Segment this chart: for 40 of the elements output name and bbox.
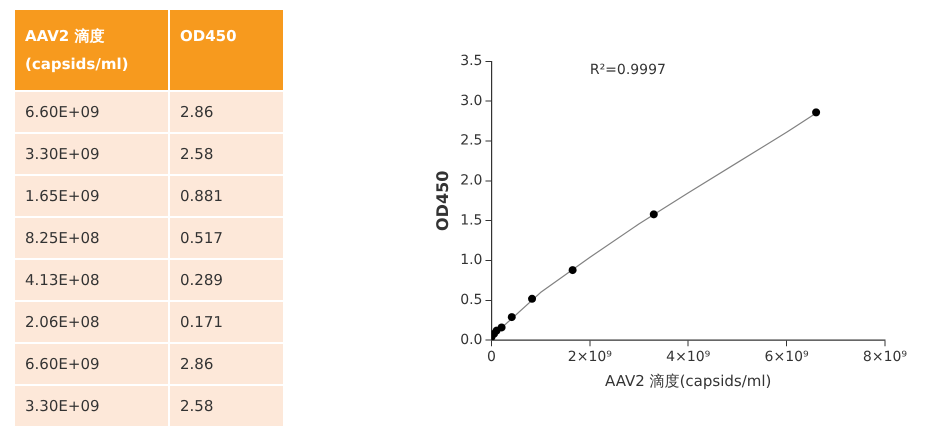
text: 0.289 [170, 260, 283, 302]
y-tick-label: 1.5 [460, 212, 482, 228]
text: 6.60E+09 [15, 92, 170, 134]
text: 4.13E+08 [15, 260, 170, 302]
point [812, 108, 820, 116]
text: 2.58 [170, 134, 283, 176]
x-tick-label: 0 [487, 349, 496, 366]
text: 6.60E+09 [15, 344, 170, 386]
y-tick-label: 3.0 [460, 92, 482, 109]
x-tick-label: 4×10⁹ [666, 349, 711, 366]
text: 3.30E+09 [15, 386, 170, 428]
point [498, 323, 506, 332]
text: OD450 [170, 10, 283, 92]
point [568, 266, 577, 274]
y-tick-label: 1.0 [460, 252, 482, 268]
point [508, 313, 516, 322]
y-tick-label: 2.5 [460, 132, 482, 149]
y-tick-label: 3.5 [460, 53, 482, 70]
text: 1.65E+09 [15, 176, 170, 218]
text: 2.58 [170, 386, 283, 428]
text: 2.06E+08 [15, 302, 170, 344]
text: 2.86 [170, 92, 283, 134]
y-axis-title: OD450 [432, 170, 452, 231]
y-tick-label: 0.5 [460, 292, 482, 308]
x-tick-label: 2×10⁹ [568, 349, 612, 366]
text: 0.171 [170, 302, 283, 344]
text: 0.517 [170, 218, 283, 260]
text: 8.25E+08 [15, 218, 170, 260]
point [650, 210, 658, 218]
point [528, 294, 536, 303]
x-tick-label: 6×10⁹ [764, 349, 810, 366]
text: 2.86 [170, 344, 283, 386]
annotation: R²=0.9997 [590, 62, 666, 78]
x-axis-title: AAV2 滴度(capsids/ml) [605, 372, 772, 390]
y-tick-label: 2.0 [460, 172, 482, 189]
x-tick-label: 8×10⁹ [862, 349, 908, 366]
text: 0.881 [170, 176, 283, 218]
text: 3.30E+09 [15, 134, 170, 176]
text: AAV2 滴度 (capsids/ml) [15, 10, 170, 92]
y-tick-label: 0.0 [460, 332, 482, 348]
